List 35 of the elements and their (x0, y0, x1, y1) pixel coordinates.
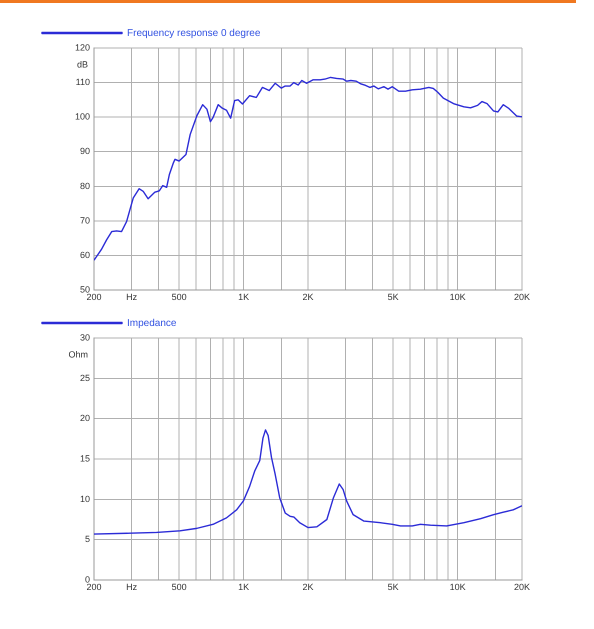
y-tick-label: 110 (76, 77, 90, 88)
y-tick-label: 120 (74, 42, 90, 52)
x-tick-label: 20K (514, 582, 530, 592)
x-tick-label: 5K (388, 292, 399, 302)
text: Impedance (127, 318, 177, 329)
x-tick-label: 1K (238, 582, 250, 592)
y-tick-label: 10 (80, 494, 90, 504)
x-tick-label: 2K (302, 582, 314, 592)
x-tick-label: 5K (388, 582, 399, 592)
x-tick-label: 10K (450, 292, 466, 302)
y-tick-label: 0 (84, 574, 90, 584)
y-tick-label: 25 (80, 372, 90, 383)
x-tick-label: 500 (172, 292, 187, 302)
x-tick-label: 20K (514, 292, 530, 302)
y-tick-label: 80 (80, 180, 90, 191)
y-axis-title: Ohm (68, 349, 88, 360)
x-tick-label: 200 (86, 582, 102, 592)
x-tick-label: 200 (86, 292, 102, 302)
y-tick-label: 100 (74, 112, 90, 122)
y-tick-label: 15 (80, 453, 90, 464)
y-tick-label: 90 (80, 146, 90, 156)
y-axis-title: dB (76, 59, 88, 70)
x-tick-label: 500 (172, 582, 187, 592)
text: Frequency response 0 degree (127, 28, 261, 39)
y-tick-label: 60 (80, 250, 90, 260)
x-tick-label: 2K (302, 292, 314, 302)
x-tick-label: 1K (238, 292, 250, 302)
y-tick-label: 5 (84, 534, 90, 544)
x-tick-label: 10K (450, 582, 466, 592)
x-tick-label: Hz (126, 292, 138, 302)
y-tick-label: 50 (80, 284, 90, 294)
y-tick-label: 20 (80, 413, 90, 424)
y-tick-label: 30 (80, 332, 90, 342)
y-tick-label: 70 (80, 215, 90, 226)
x-tick-label: Hz (126, 582, 138, 592)
